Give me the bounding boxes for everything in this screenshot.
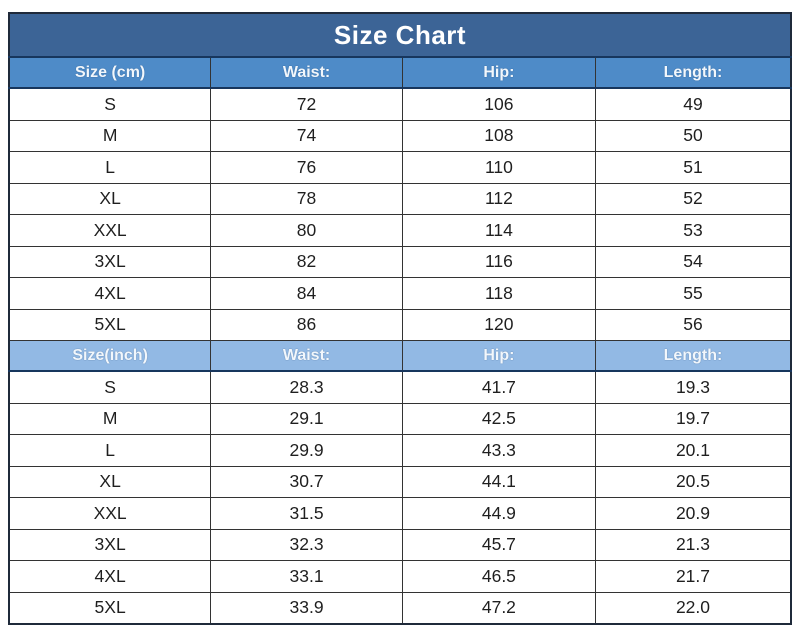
value-cell: 106 bbox=[401, 87, 596, 121]
value-cell: 44.1 bbox=[401, 465, 596, 498]
table-row: XXL 80 114 53 bbox=[8, 214, 792, 247]
value-cell: 56 bbox=[594, 308, 792, 341]
table-row: 5XL 33.9 47.2 22.0 bbox=[8, 591, 792, 625]
value-cell: 82 bbox=[210, 245, 403, 278]
value-cell: 51 bbox=[594, 151, 792, 184]
value-cell: 30.7 bbox=[210, 465, 403, 498]
value-cell: 120 bbox=[401, 308, 596, 341]
value-cell: 116 bbox=[401, 245, 596, 278]
value-cell: 44.9 bbox=[401, 497, 596, 530]
size-chart-table-body: Size Chart Size (cm) Waist: Hip: Length: S 72 1… bbox=[8, 12, 792, 625]
size-cell: L bbox=[8, 434, 212, 467]
size-cell: XXL bbox=[8, 214, 212, 247]
value-cell: 31.5 bbox=[210, 497, 403, 530]
value-cell: 29.9 bbox=[210, 434, 403, 467]
value-cell: 78 bbox=[210, 182, 403, 215]
value-cell: 86 bbox=[210, 308, 403, 341]
column-header: Length: bbox=[594, 340, 792, 372]
table-row: XXL 31.5 44.9 20.9 bbox=[8, 497, 792, 530]
value-cell: 74 bbox=[210, 119, 403, 152]
size-cell: M bbox=[8, 402, 212, 435]
value-cell: 112 bbox=[401, 182, 596, 215]
value-cell: 76 bbox=[210, 151, 403, 184]
value-cell: 21.7 bbox=[594, 560, 792, 593]
size-cell: XXL bbox=[8, 497, 212, 530]
size-cell: XL bbox=[8, 465, 212, 498]
value-cell: 20.9 bbox=[594, 497, 792, 530]
value-cell: 29.1 bbox=[210, 402, 403, 435]
table-row: 3XL 82 116 54 bbox=[8, 245, 792, 278]
value-cell: 108 bbox=[401, 119, 596, 152]
table-row: XL 78 112 52 bbox=[8, 182, 792, 215]
size-cell: M bbox=[8, 119, 212, 152]
value-cell: 28.3 bbox=[210, 370, 403, 404]
value-cell: 32.3 bbox=[210, 528, 403, 561]
table-row: L 76 110 51 bbox=[8, 151, 792, 184]
table-title: Size Chart bbox=[8, 12, 792, 58]
value-cell: 55 bbox=[594, 277, 792, 310]
value-cell: 33.9 bbox=[210, 591, 403, 625]
value-cell: 42.5 bbox=[401, 402, 596, 435]
value-cell: 33.1 bbox=[210, 560, 403, 593]
table-row: M 74 108 50 bbox=[8, 119, 792, 152]
value-cell: 46.5 bbox=[401, 560, 596, 593]
value-cell: 19.7 bbox=[594, 402, 792, 435]
column-header: Hip: bbox=[401, 56, 596, 89]
value-cell: 114 bbox=[401, 214, 596, 247]
table-row: XL 30.7 44.1 20.5 bbox=[8, 465, 792, 498]
value-cell: 110 bbox=[401, 151, 596, 184]
value-cell: 22.0 bbox=[594, 591, 792, 625]
value-cell: 84 bbox=[210, 277, 403, 310]
value-cell: 80 bbox=[210, 214, 403, 247]
table-row: S 28.3 41.7 19.3 bbox=[8, 370, 792, 404]
column-header: Length: bbox=[594, 56, 792, 89]
header-row-cm: Size (cm) Waist: Hip: Length: bbox=[8, 56, 792, 89]
title-row: Size Chart bbox=[8, 12, 792, 58]
size-cell: 4XL bbox=[8, 560, 212, 593]
value-cell: 72 bbox=[210, 87, 403, 121]
header-row-inch: Size(inch) Waist: Hip: Length: bbox=[8, 340, 792, 372]
table-row: 4XL 33.1 46.5 21.7 bbox=[8, 560, 792, 593]
column-header: Hip: bbox=[401, 340, 596, 372]
column-header: Size(inch) bbox=[8, 340, 212, 372]
value-cell: 49 bbox=[594, 87, 792, 121]
value-cell: 50 bbox=[594, 119, 792, 152]
size-cell: S bbox=[8, 370, 212, 404]
value-cell: 41.7 bbox=[401, 370, 596, 404]
value-cell: 53 bbox=[594, 214, 792, 247]
value-cell: 20.1 bbox=[594, 434, 792, 467]
column-header: Size (cm) bbox=[8, 56, 212, 89]
table-row: S 72 106 49 bbox=[8, 87, 792, 121]
table-row: 3XL 32.3 45.7 21.3 bbox=[8, 528, 792, 561]
value-cell: 54 bbox=[594, 245, 792, 278]
table-row: 5XL 86 120 56 bbox=[8, 308, 792, 341]
size-cell: S bbox=[8, 87, 212, 121]
size-chart-table: Size Chart Size (cm) Waist: Hip: Length: S 72 1… bbox=[8, 12, 792, 625]
value-cell: 52 bbox=[594, 182, 792, 215]
value-cell: 118 bbox=[401, 277, 596, 310]
column-header: Waist: bbox=[210, 56, 403, 89]
size-cell: L bbox=[8, 151, 212, 184]
value-cell: 20.5 bbox=[594, 465, 792, 498]
size-cell: 5XL bbox=[8, 591, 212, 625]
column-header: Waist: bbox=[210, 340, 403, 372]
size-cell: 5XL bbox=[8, 308, 212, 341]
value-cell: 19.3 bbox=[594, 370, 792, 404]
table-row: L 29.9 43.3 20.1 bbox=[8, 434, 792, 467]
size-cell: 4XL bbox=[8, 277, 212, 310]
size-cell: 3XL bbox=[8, 528, 212, 561]
size-cell: XL bbox=[8, 182, 212, 215]
value-cell: 47.2 bbox=[401, 591, 596, 625]
size-cell: 3XL bbox=[8, 245, 212, 278]
value-cell: 21.3 bbox=[594, 528, 792, 561]
table-row: 4XL 84 118 55 bbox=[8, 277, 792, 310]
value-cell: 43.3 bbox=[401, 434, 596, 467]
table-row: M 29.1 42.5 19.7 bbox=[8, 402, 792, 435]
value-cell: 45.7 bbox=[401, 528, 596, 561]
